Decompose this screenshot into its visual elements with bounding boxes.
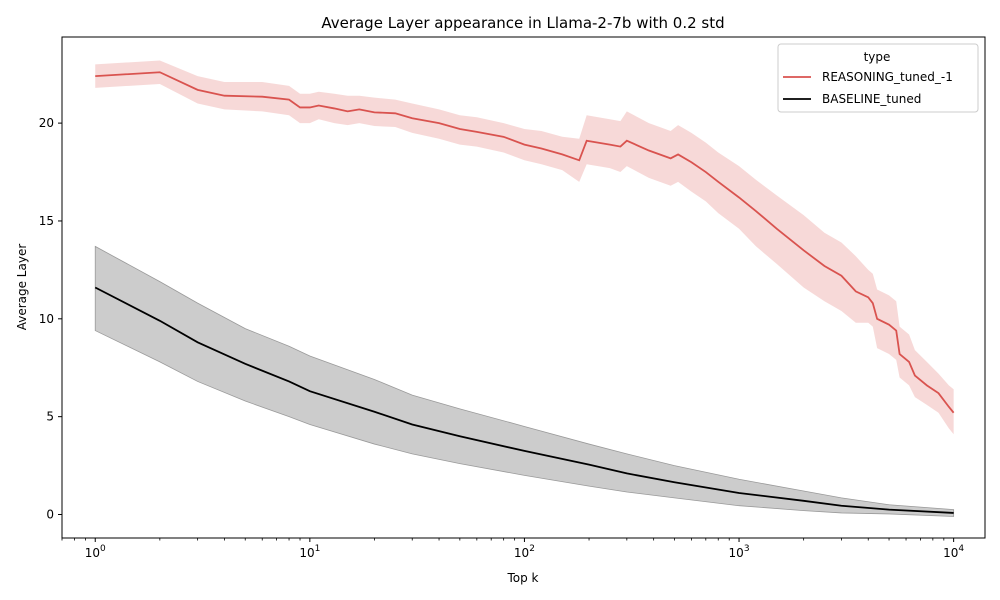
chart-title: Average Layer appearance in Llama-2-7b w… — [321, 14, 724, 32]
legend: type REASONING_tuned_-1 BASELINE_tuned — [777, 43, 979, 113]
plot-frame — [61, 36, 986, 539]
line-series-1 — [94, 286, 954, 514]
x-tick-label: 102 — [514, 544, 535, 560]
x-tick-label: 100 — [85, 544, 106, 560]
confidence-bands — [94, 60, 955, 517]
x-tick-label: 104 — [943, 544, 964, 560]
y-axis-label: Average Layer — [15, 244, 29, 331]
legend-title: type — [864, 50, 891, 64]
x-axis-ticks: 100 101 102 103 104 — [61, 538, 964, 560]
legend-label-reasoning: REASONING_tuned_-1 — [822, 70, 953, 84]
y-tick-label: 5 — [46, 410, 54, 424]
line-series-0 — [95, 71, 955, 414]
series-lines — [94, 71, 955, 514]
y-tick-label: 10 — [39, 312, 54, 326]
x-tick-label: 101 — [299, 544, 320, 560]
band-series-1 — [94, 245, 955, 517]
x-axis-label: Top k — [506, 571, 538, 585]
y-tick-label: 20 — [39, 116, 54, 130]
x-tick-label: 103 — [729, 544, 750, 560]
band-series-0 — [95, 60, 954, 435]
legend-label-baseline: BASELINE_tuned — [822, 92, 921, 106]
y-axis-ticks: 0 5 10 15 20 — [39, 116, 62, 522]
y-tick-label: 15 — [39, 214, 54, 228]
legend-box — [777, 43, 979, 113]
y-tick-label: 0 — [46, 508, 54, 522]
